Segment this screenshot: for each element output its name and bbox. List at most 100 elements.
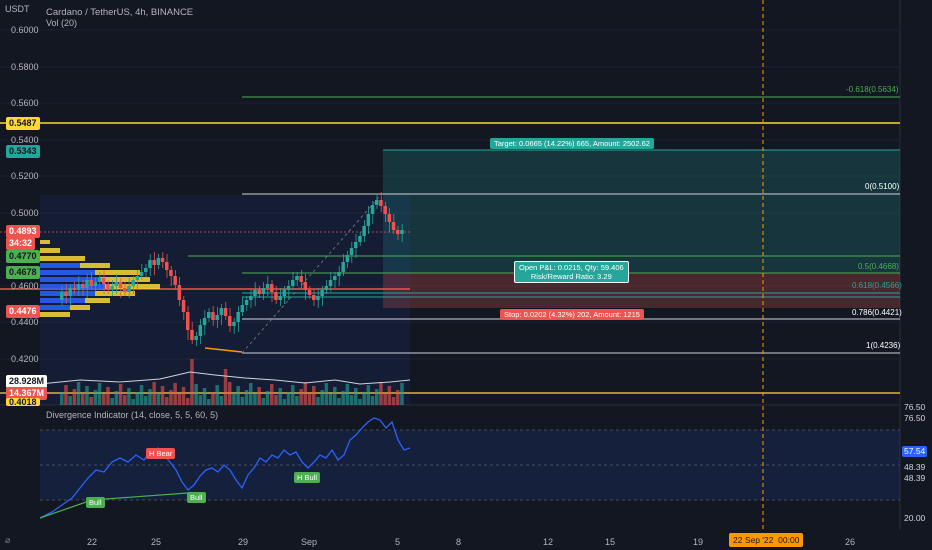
indicator-axis-label: 76.50: [904, 402, 926, 412]
volume-bar: [236, 386, 240, 405]
stop-zone: [383, 273, 900, 308]
price-tag: 0.4476: [6, 305, 40, 318]
volume-bar: [307, 393, 312, 405]
candle-body: [89, 280, 93, 286]
indicator-axis-label: 48.39: [904, 462, 926, 472]
price-tag: 0.4018: [6, 398, 40, 406]
y-tick: 0.4200: [11, 354, 39, 364]
volume-bar: [165, 397, 169, 405]
volume-bar: [240, 397, 245, 405]
candle-body: [261, 288, 266, 294]
candle-body: [316, 296, 320, 300]
volume-bar: [400, 383, 404, 405]
volume-bar: [207, 399, 211, 405]
cursor-date: 22 Sep '22: [733, 535, 774, 545]
volume-bar: [295, 396, 299, 405]
volume-bar: [328, 394, 333, 405]
volume-bar: [291, 385, 295, 405]
volume-bar: [60, 392, 64, 405]
volume-bar: [152, 382, 156, 405]
candle-body: [160, 258, 165, 262]
candle-body: [291, 280, 295, 286]
indicator-axis-label: 20.00: [904, 513, 926, 523]
candle-body: [333, 276, 337, 280]
volume-bar: [387, 386, 392, 405]
candle-body: [114, 282, 119, 286]
x-tick: 15: [605, 537, 616, 547]
volume-bar: [370, 396, 375, 405]
candle-body: [253, 290, 257, 296]
candle-body: [211, 312, 215, 320]
price-tag: 0.4678: [6, 266, 40, 279]
volume-bar: [93, 390, 98, 405]
volume-bar: [312, 386, 316, 405]
indicator-axis-label: 76.50: [904, 413, 926, 423]
y-tick: 0.6000: [11, 25, 39, 35]
volume-bar: [337, 398, 341, 405]
candle-body: [152, 260, 156, 265]
risk-reward-text: Risk/Reward Ratio: 3.29: [530, 272, 612, 281]
volume-bar: [144, 396, 148, 405]
x-tick: 19: [693, 537, 704, 547]
indicator-title[interactable]: Divergence Indicator (14, close, 5, 5, 6…: [46, 410, 219, 420]
candle-body: [337, 272, 341, 276]
candle-body: [60, 292, 64, 300]
candle-body: [358, 236, 362, 242]
volume-bar: [303, 382, 308, 405]
fib-label: 1(0.4236): [866, 341, 901, 350]
volume-bar: [131, 399, 135, 405]
volume-bar: [244, 390, 249, 405]
volume-bar: [324, 383, 329, 405]
volume-bar: [202, 388, 207, 405]
volume-bar: [358, 399, 362, 405]
stop-label[interactable]: Stop: 0.0202 (4.32%) 202, Amount: 1215: [500, 309, 644, 320]
volume-bar: [333, 387, 337, 405]
candle-body: [362, 226, 366, 236]
volume-bar: [198, 395, 203, 405]
candle-body: [106, 284, 110, 290]
candle-body: [303, 282, 308, 290]
timezone-icon[interactable]: ⌀: [5, 535, 11, 545]
price-tag: 0.5487: [6, 117, 40, 130]
candle-body: [207, 312, 211, 318]
volume-bar: [261, 398, 266, 405]
candle-body: [81, 284, 85, 288]
candle-body: [249, 296, 253, 300]
volume-bar: [379, 382, 383, 405]
candle-body: [244, 300, 249, 305]
y-tick: 0.5400: [11, 135, 39, 145]
candle-body: [366, 214, 371, 226]
candle-body: [228, 316, 232, 326]
x-tick: 5: [395, 537, 401, 547]
open-pnl-label[interactable]: Open P&L: 0.0215, Qty: 59.406 Risk/Rewar…: [514, 261, 629, 283]
candle-body: [190, 330, 194, 340]
target-label[interactable]: Target: 0.0665 (14.22%) 665, Amount: 250…: [490, 138, 654, 149]
volume-bar: [76, 382, 81, 405]
candle-body: [282, 290, 287, 296]
candle-body: [223, 308, 228, 316]
volume-bar: [68, 396, 72, 405]
volume-bar: [194, 384, 198, 405]
volume-bar: [160, 386, 165, 405]
fib-label: -0.618(0.5634): [846, 85, 899, 94]
symbol-title[interactable]: Cardano / TetherUS, 4h, BINANCE: [46, 7, 194, 18]
price-tag: 0.5343: [6, 145, 40, 158]
volume-bar: [391, 397, 396, 405]
volume-legend[interactable]: Vol (20): [46, 18, 78, 28]
candle-body: [278, 296, 282, 300]
indicator-axis-label: 48.39: [904, 473, 926, 483]
volume-bar: [81, 393, 85, 405]
candle-body: [202, 318, 207, 325]
candle-body: [165, 262, 169, 270]
candle-body: [370, 205, 375, 214]
volume-bar: [181, 387, 186, 405]
y-tick: 0.5600: [11, 98, 39, 108]
candle-body: [85, 280, 89, 288]
volume-bar: [349, 395, 354, 405]
candle-body: [177, 285, 182, 300]
rsi-line: [39, 417, 411, 519]
volume-bar: [127, 388, 131, 405]
candle-body: [312, 295, 316, 300]
volume-bar: [135, 392, 140, 405]
